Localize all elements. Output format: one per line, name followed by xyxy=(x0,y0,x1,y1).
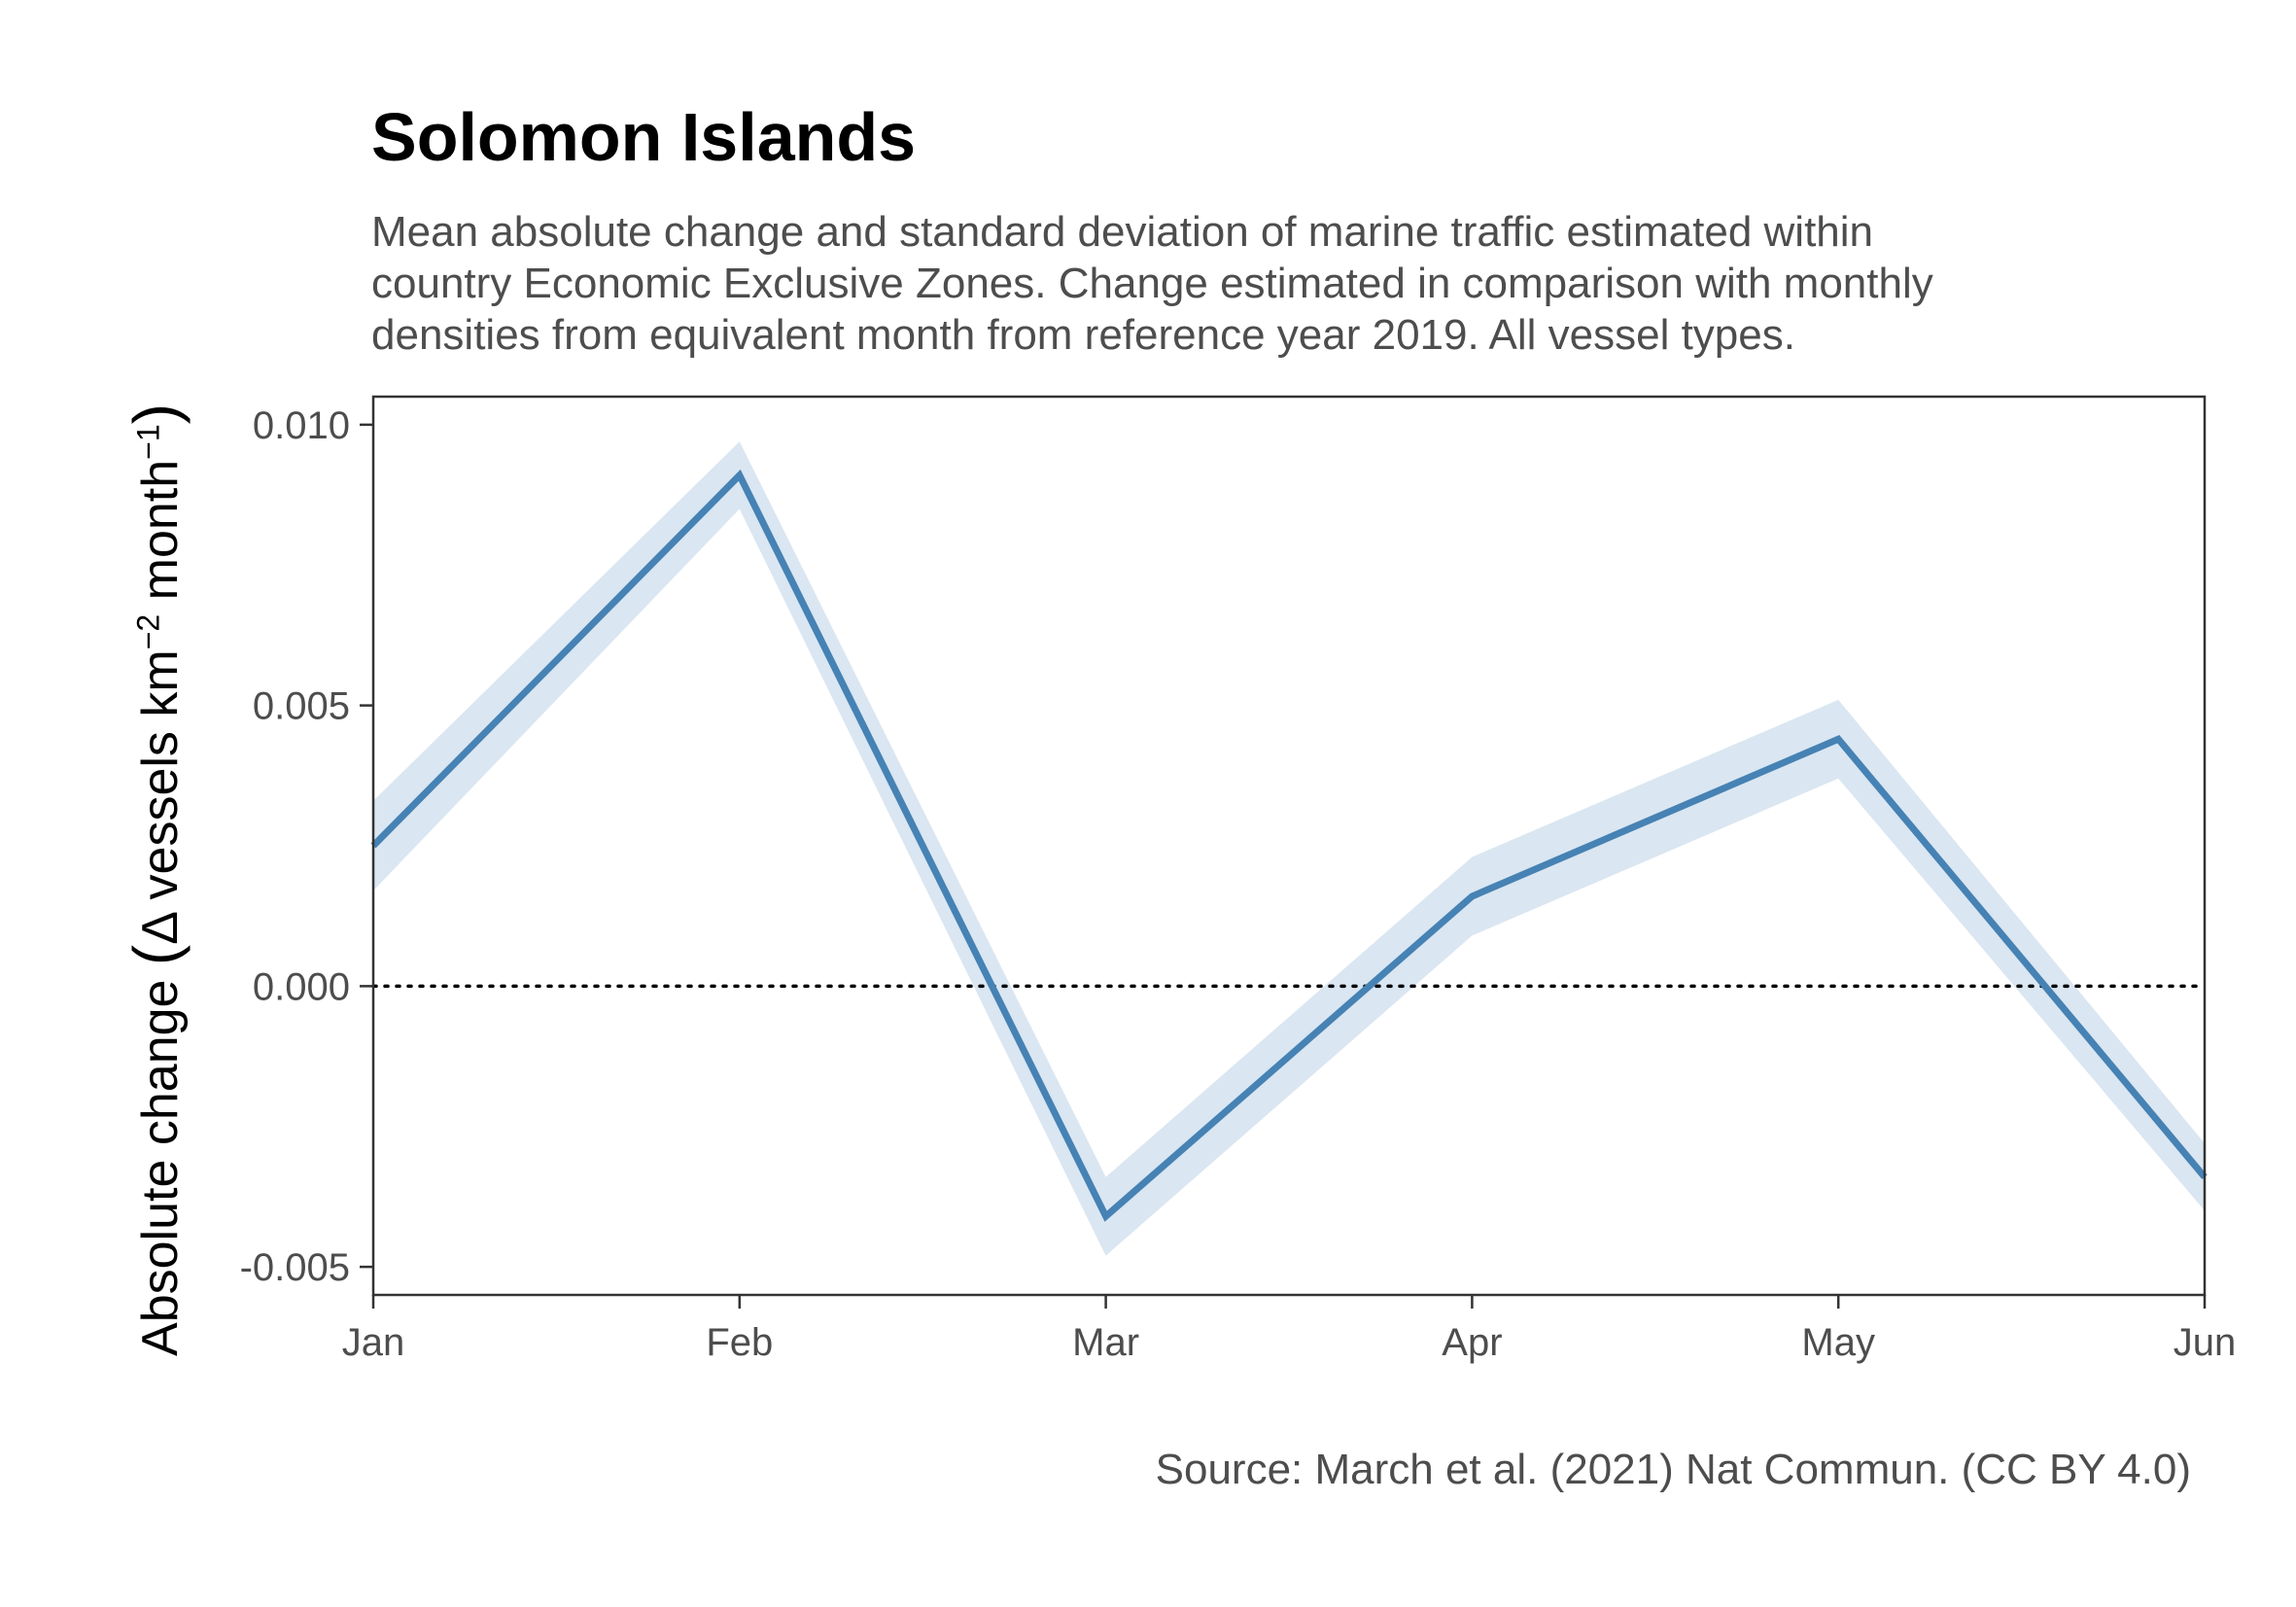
subtitle-line-3: densities from equivalent month from ref… xyxy=(371,311,1795,359)
x-tick-label: Feb xyxy=(706,1321,773,1364)
sd-ribbon-layer xyxy=(373,441,2205,1256)
chart-title: Solomon Islands xyxy=(371,99,917,175)
y-tick-label: 0.005 xyxy=(253,685,350,728)
chart-caption: Source: March et al. (2021) Nat Commun. … xyxy=(1155,1446,2191,1493)
series-line-layer xyxy=(370,469,2208,1222)
chart-subtitle: Mean absolute change and standard deviat… xyxy=(371,206,1933,361)
x-tick-label: Jun xyxy=(2174,1321,2237,1364)
sd-ribbon xyxy=(373,441,2205,1256)
x-tick-label: Jan xyxy=(342,1321,405,1364)
subtitle-line-1: Mean absolute change and standard deviat… xyxy=(371,208,1874,256)
subtitle-line-2: country Economic Exclusive Zones. Change… xyxy=(371,260,1933,307)
x-tick-label: May xyxy=(1801,1321,1875,1364)
axis-layer: -0.005 0.000 0.005 0.010 Jan Feb Mar Apr May Jun xyxy=(240,395,2237,1364)
plot-panel-border xyxy=(371,395,2207,1297)
x-tick-label: Mar xyxy=(1072,1321,1139,1364)
y-tick-label: -0.005 xyxy=(240,1246,350,1289)
y-tick-label: 0.000 xyxy=(253,965,350,1008)
x-tick-label: Apr xyxy=(1442,1321,1502,1364)
y-tick-label: 0.010 xyxy=(253,404,350,447)
series-line xyxy=(370,469,2208,1222)
